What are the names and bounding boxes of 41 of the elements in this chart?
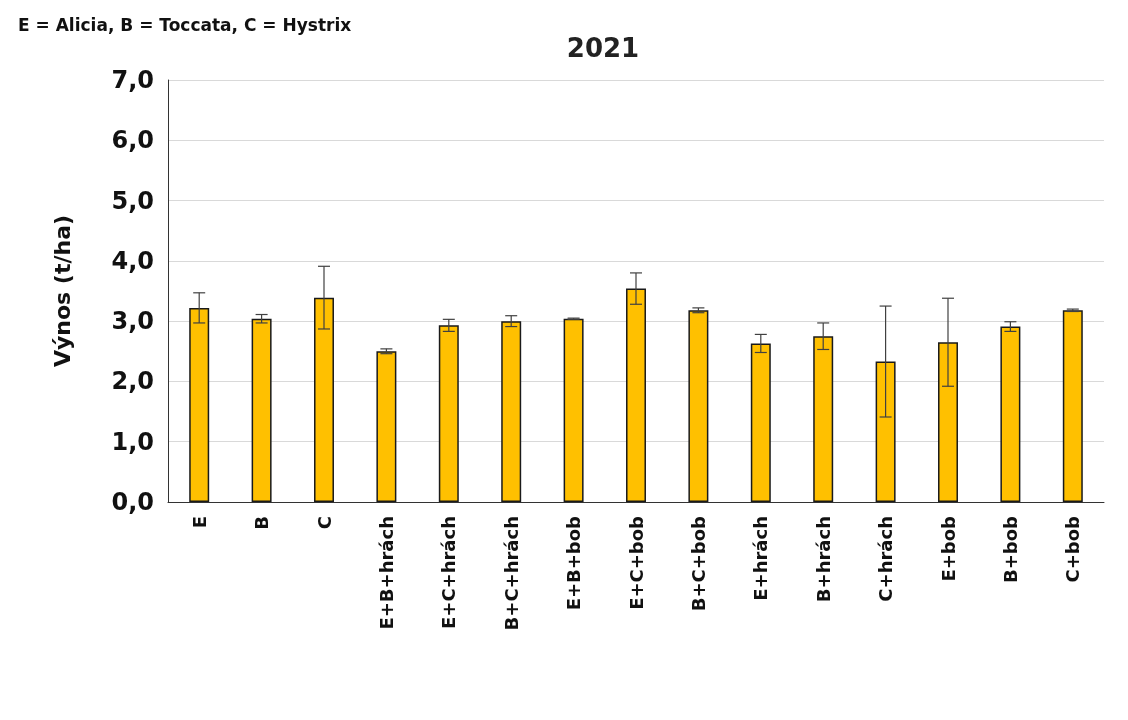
bar [314, 297, 334, 502]
bar [376, 351, 397, 502]
y-tick-label: 4,0 [111, 246, 154, 275]
bar [750, 343, 771, 502]
y-tick-label: 5,0 [111, 186, 154, 215]
bar [501, 321, 522, 502]
x-tick-label: E+bob [937, 515, 959, 582]
bar [251, 318, 272, 502]
x-tick-label: C+bob [1062, 515, 1084, 583]
x-tick-label: C [313, 516, 335, 530]
x-tick-label: C+hrách [875, 516, 897, 602]
x-tick-label: E+B+hrách [375, 516, 397, 630]
bar [1000, 326, 1021, 502]
chart-title: 2021 [566, 33, 640, 63]
y-tick-label: 7,0 [111, 66, 154, 94]
text: E = Alicia, B = Toccata, C = Hystrix [18, 14, 352, 35]
y-tick-label: 0,0 [111, 488, 154, 516]
bar [688, 310, 709, 502]
y-tick-label: 1,0 [111, 427, 154, 456]
bar [189, 307, 210, 502]
bar [626, 288, 646, 502]
bar [938, 342, 958, 502]
x-tick-label: B+hrách [812, 516, 834, 603]
x-tick-label: E [188, 516, 210, 529]
bar [563, 318, 584, 502]
bar [438, 325, 459, 502]
x-tick-label: B+bob [999, 515, 1021, 583]
x-tick-label: B+C+hrách [500, 516, 522, 631]
y-axis-title: Výnos (t/ha) [49, 214, 75, 368]
bar [875, 361, 896, 502]
x-tick-label: E+C+bob [625, 515, 647, 610]
x-tick-label: E+C+hrách [438, 516, 460, 629]
x-tick-label: B+C+bob [687, 515, 709, 612]
x-tick-label: E+hrách [750, 516, 772, 601]
x-tick-label: E+B+bob [563, 515, 585, 611]
y-tick-label: 2,0 [111, 367, 154, 396]
bar [813, 336, 834, 502]
bar [1062, 310, 1083, 502]
y-tick-label: 3,0 [111, 307, 154, 336]
y-tick-label: 6,0 [111, 126, 154, 155]
x-tick-label: B [251, 516, 273, 530]
